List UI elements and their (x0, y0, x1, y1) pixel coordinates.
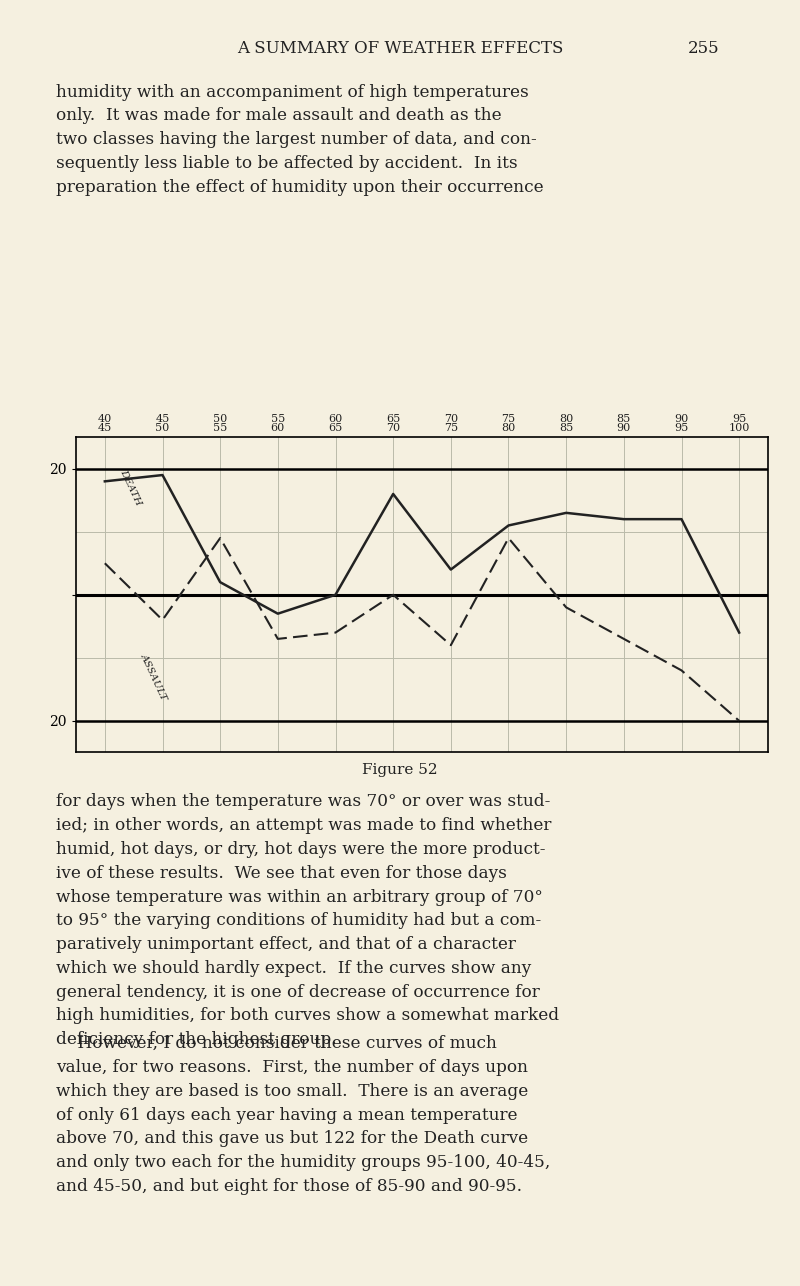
Text: 95: 95 (674, 423, 689, 433)
Text: ASSAULT: ASSAULT (139, 652, 169, 702)
Text: 80: 80 (502, 423, 516, 433)
Text: 70: 70 (386, 423, 400, 433)
Text: 80: 80 (559, 414, 574, 424)
Text: 90: 90 (674, 414, 689, 424)
Text: 50: 50 (155, 423, 170, 433)
Text: 40: 40 (98, 414, 112, 424)
Text: 85: 85 (617, 414, 631, 424)
Text: 60: 60 (328, 414, 342, 424)
Text: 55: 55 (270, 414, 285, 424)
Text: humidity with an accompaniment of high temperatures
only.  It was made for male : humidity with an accompaniment of high t… (56, 84, 544, 195)
Text: 45: 45 (155, 414, 170, 424)
Text: 60: 60 (270, 423, 285, 433)
Text: 70: 70 (444, 414, 458, 424)
Text: 55: 55 (213, 423, 227, 433)
Text: 90: 90 (617, 423, 631, 433)
Text: 65: 65 (386, 414, 400, 424)
Text: DEATH: DEATH (118, 468, 143, 507)
Text: 255: 255 (688, 40, 720, 57)
Text: 50: 50 (213, 414, 227, 424)
Text: 65: 65 (328, 423, 342, 433)
Text: Figure 52: Figure 52 (362, 763, 438, 777)
Text: 45: 45 (98, 423, 112, 433)
Text: 85: 85 (559, 423, 574, 433)
Text: 75: 75 (444, 423, 458, 433)
Text: 100: 100 (729, 423, 750, 433)
Text: 75: 75 (502, 414, 515, 424)
Text: 95: 95 (732, 414, 746, 424)
Text: However, I do not consider these curves of much
value, for two reasons.  First, : However, I do not consider these curves … (56, 1035, 550, 1195)
Text: for days when the temperature was 70° or over was stud-
ied; in other words, an : for days when the temperature was 70° or… (56, 793, 559, 1048)
Text: A SUMMARY OF WEATHER EFFECTS: A SUMMARY OF WEATHER EFFECTS (237, 40, 563, 57)
